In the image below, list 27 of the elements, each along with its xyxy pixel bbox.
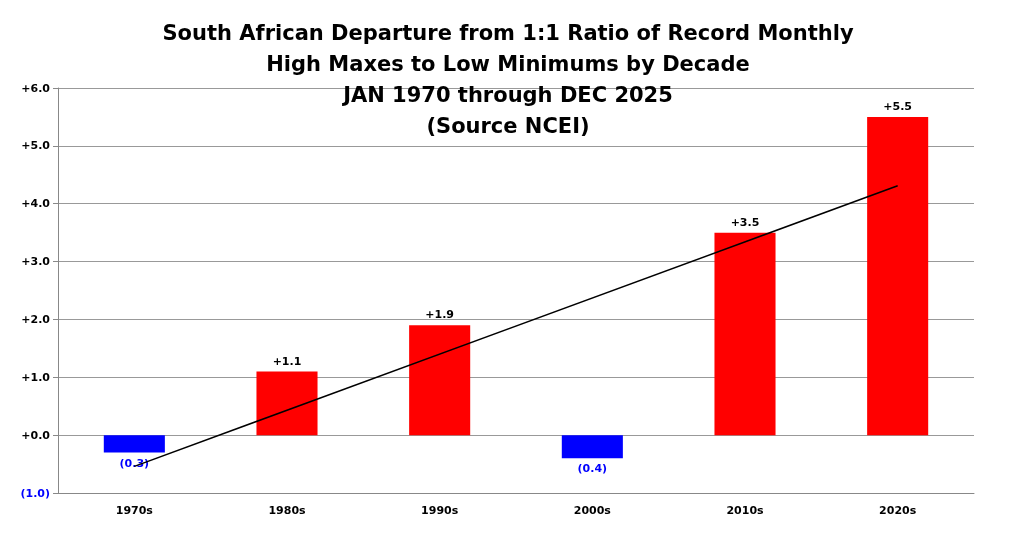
- x-tick-label: 2000s: [573, 504, 612, 517]
- data-label: +5.5: [883, 99, 913, 113]
- bar: [867, 116, 929, 436]
- x-tick-label: 2020s: [879, 504, 917, 517]
- bar: [256, 371, 318, 436]
- y-tick-label: (1.0): [20, 486, 50, 500]
- data-label: +1.1: [272, 354, 302, 368]
- bar: [561, 435, 623, 459]
- y-tick-label: +1.0: [21, 370, 51, 384]
- y-tick-label: +5.0: [21, 139, 51, 153]
- bar: [103, 435, 165, 453]
- chart-title: South African Departure from 1:1 Ratio of Record Monthly High Maxes to Low Minimums by Decade JAN 1970 through DEC 2025 (Source NCEI): [162, 20, 854, 138]
- x-tick-label: 2010s: [726, 504, 765, 517]
- data-label: +1.9: [425, 308, 455, 322]
- y-tick-label: +3.0: [21, 255, 51, 269]
- y-tick-label: +2.0: [21, 312, 51, 326]
- bar: [409, 325, 471, 436]
- x-tick-label: 1980s: [268, 504, 307, 517]
- x-tick-label: 1990s: [421, 504, 459, 517]
- y-tick-label: +6.0: [21, 81, 51, 95]
- x-tick-label: 1970s: [115, 504, 154, 517]
- y-tick-label: +0.0: [21, 428, 51, 442]
- data-label: (0.4): [577, 462, 608, 476]
- data-label: +3.5: [730, 215, 760, 229]
- bar: [714, 232, 776, 436]
- data-label: (0.3): [119, 456, 150, 470]
- y-tick-label: +4.0: [21, 197, 51, 211]
